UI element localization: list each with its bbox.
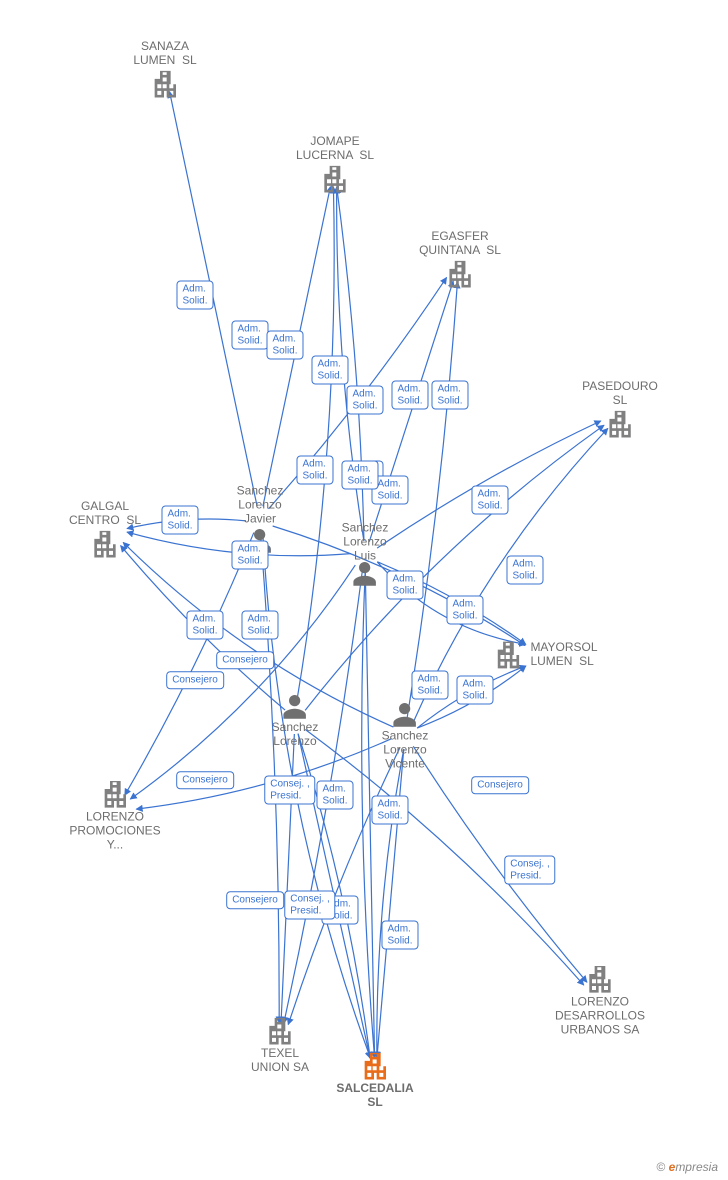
edge-label: Consej. , Presid. xyxy=(284,891,335,920)
edge-label: Adm. Solid. xyxy=(346,386,383,415)
edge-label: Consejero xyxy=(166,671,224,689)
node-label: JOMAPE LUCERNA SL xyxy=(296,135,374,163)
edge-label: Adm. Solid. xyxy=(431,381,468,410)
building-icon xyxy=(149,68,181,100)
edge-label: Adm. Solid. xyxy=(316,781,353,810)
edge-label: Adm. Solid. xyxy=(231,321,268,350)
edge-label: Consej. , Presid. xyxy=(504,856,555,885)
node-label: PASEDOURO SL xyxy=(582,380,658,408)
edge-label: Adm. Solid. xyxy=(186,611,223,640)
node-label: Sanchez Lorenzo Luis xyxy=(342,521,389,562)
node-label: GALGAL CENTRO SL xyxy=(69,500,141,528)
company-node[interactable]: EGASFER QUINTANA SL xyxy=(419,230,501,290)
edge-label: Adm. Solid. xyxy=(241,611,278,640)
node-label: LORENZO DESARROLLOS URBANOS SA xyxy=(555,995,645,1036)
node-label: SANAZA LUMEN SL xyxy=(133,40,196,68)
person-node[interactable]: Sanchez Lorenzo Luis xyxy=(342,521,389,588)
building-icon xyxy=(359,1050,391,1082)
company-node[interactable]: PASEDOURO SL xyxy=(582,380,658,440)
edge-label: Consejero xyxy=(216,651,274,669)
edge-label: Consejero xyxy=(226,891,284,909)
edge-label: Adm. Solid. xyxy=(296,456,333,485)
company-node[interactable]: SANAZA LUMEN SL xyxy=(133,40,196,100)
node-label: EGASFER QUINTANA SL xyxy=(419,230,501,258)
company-node[interactable]: LORENZO PROMOCIONES Y... xyxy=(69,778,160,851)
node-label: Sanchez Lorenzo xyxy=(272,721,319,749)
building-icon xyxy=(492,639,524,671)
person-node[interactable]: Sanchez Lorenzo xyxy=(272,691,319,749)
edge-label: Adm. Solid. xyxy=(411,671,448,700)
building-icon xyxy=(99,778,131,810)
edge-label: Adm. Solid. xyxy=(266,331,303,360)
node-label: Sanchez Lorenzo Vicente xyxy=(382,729,429,770)
building-icon xyxy=(584,963,616,995)
company-node[interactable]: SALCEDALIA SL xyxy=(336,1050,413,1110)
edge-label: Adm. Solid. xyxy=(341,461,378,490)
building-icon xyxy=(89,528,121,560)
building-icon xyxy=(264,1015,296,1047)
edge-label: Adm. Solid. xyxy=(231,541,268,570)
edge-label: Adm. Solid. xyxy=(456,676,493,705)
edge xyxy=(130,565,355,799)
edge-label: Adm. Solid. xyxy=(176,281,213,310)
edge xyxy=(407,282,458,721)
edge-label: Adm. Solid. xyxy=(371,796,408,825)
person-icon xyxy=(390,699,420,729)
person-icon xyxy=(280,691,310,721)
edge-label: Consej. , Presid. xyxy=(264,776,315,805)
edge-label: Consejero xyxy=(471,776,529,794)
edge-label: Adm. Solid. xyxy=(471,486,508,515)
company-node[interactable]: MAYORSOL LUMEN SL xyxy=(492,639,597,671)
copyright-rest: mpresia xyxy=(675,1160,718,1174)
node-label: MAYORSOL LUMEN SL xyxy=(530,641,597,669)
edge-label: Adm. Solid. xyxy=(446,596,483,625)
building-icon xyxy=(604,408,636,440)
edge xyxy=(296,187,334,706)
company-node[interactable]: LORENZO DESARROLLOS URBANOS SA xyxy=(555,963,645,1036)
company-node[interactable]: GALGAL CENTRO SL xyxy=(69,500,141,560)
edge-label: Adm. Solid. xyxy=(381,921,418,950)
edge-label: Consejero xyxy=(176,771,234,789)
edge-label: Adm. Solid. xyxy=(311,356,348,385)
building-icon xyxy=(444,258,476,290)
edge-label: Adm. Solid. xyxy=(391,381,428,410)
node-label: Sanchez Lorenzo Javier xyxy=(237,484,284,525)
edge-label: Adm. Solid. xyxy=(161,506,198,535)
person-icon xyxy=(350,559,380,589)
copyright: © empresia xyxy=(656,1160,718,1174)
building-icon xyxy=(319,163,351,195)
edge-label: Adm. Solid. xyxy=(506,556,543,585)
edge-label: Adm. Solid. xyxy=(386,571,423,600)
node-label: SALCEDALIA SL xyxy=(336,1082,413,1110)
company-node[interactable]: JOMAPE LUCERNA SL xyxy=(296,135,374,195)
edge xyxy=(377,421,601,548)
node-label: LORENZO PROMOCIONES Y... xyxy=(69,810,160,851)
person-node[interactable]: Sanchez Lorenzo Vicente xyxy=(382,699,429,770)
node-label: TEXEL UNION SA xyxy=(251,1047,309,1075)
copyright-symbol: © xyxy=(656,1160,665,1174)
company-node[interactable]: TEXEL UNION SA xyxy=(251,1015,309,1075)
